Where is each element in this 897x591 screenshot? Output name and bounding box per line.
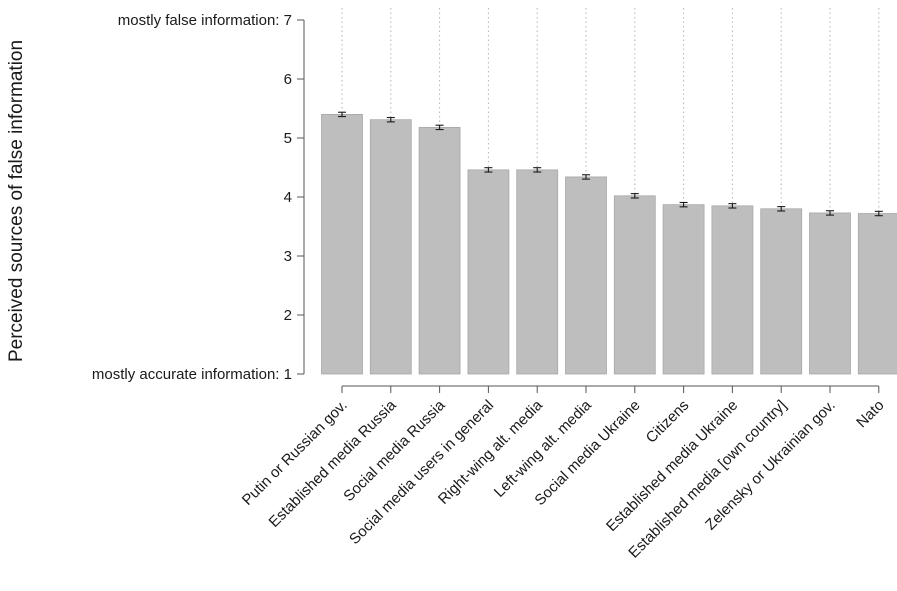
- bar: [613, 195, 656, 375]
- bar: [809, 212, 851, 375]
- y-axis: mostly accurate information: 1 2 3 4 5 6 mostl…: [92, 12, 305, 383]
- y-tick-label: 6: [284, 71, 292, 88]
- x-axis: Putin or Russian gov.Established media R…: [239, 385, 888, 562]
- error-bars: [338, 111, 883, 217]
- bar: [857, 213, 897, 375]
- error-bar: [484, 167, 493, 173]
- error-bar: [679, 201, 688, 208]
- bar: [711, 205, 754, 375]
- error-bar: [728, 203, 737, 209]
- bar: [369, 119, 412, 375]
- error-bar: [533, 167, 542, 173]
- bar: [516, 169, 559, 375]
- error-bar: [630, 193, 639, 199]
- x-tick-label: Citizens: [643, 397, 693, 447]
- bar: [565, 176, 607, 375]
- bar: [321, 114, 363, 375]
- y-tick-label: 2: [284, 307, 292, 324]
- error-bar: [582, 174, 590, 180]
- error-bar: [338, 111, 346, 118]
- y-tick-label: 3: [284, 248, 292, 265]
- y-tick-label: mostly false information: 7: [118, 12, 292, 29]
- error-bar: [386, 116, 395, 123]
- x-tick-label: Nato: [853, 397, 887, 431]
- y-tick-label: 5: [284, 130, 292, 147]
- bar: [467, 169, 510, 375]
- bar: [418, 126, 461, 375]
- y-tick-label: mostly accurate information: 1: [92, 366, 292, 383]
- bar: [760, 208, 803, 375]
- y-axis-label: Perceived sources of false information: [6, 40, 27, 362]
- bars: [321, 114, 897, 375]
- error-bar: [874, 210, 883, 217]
- error-bar: [826, 210, 834, 216]
- error-bar: [435, 124, 444, 131]
- y-tick-label: 4: [284, 189, 292, 206]
- error-bar: [777, 206, 786, 212]
- bar: [662, 204, 705, 375]
